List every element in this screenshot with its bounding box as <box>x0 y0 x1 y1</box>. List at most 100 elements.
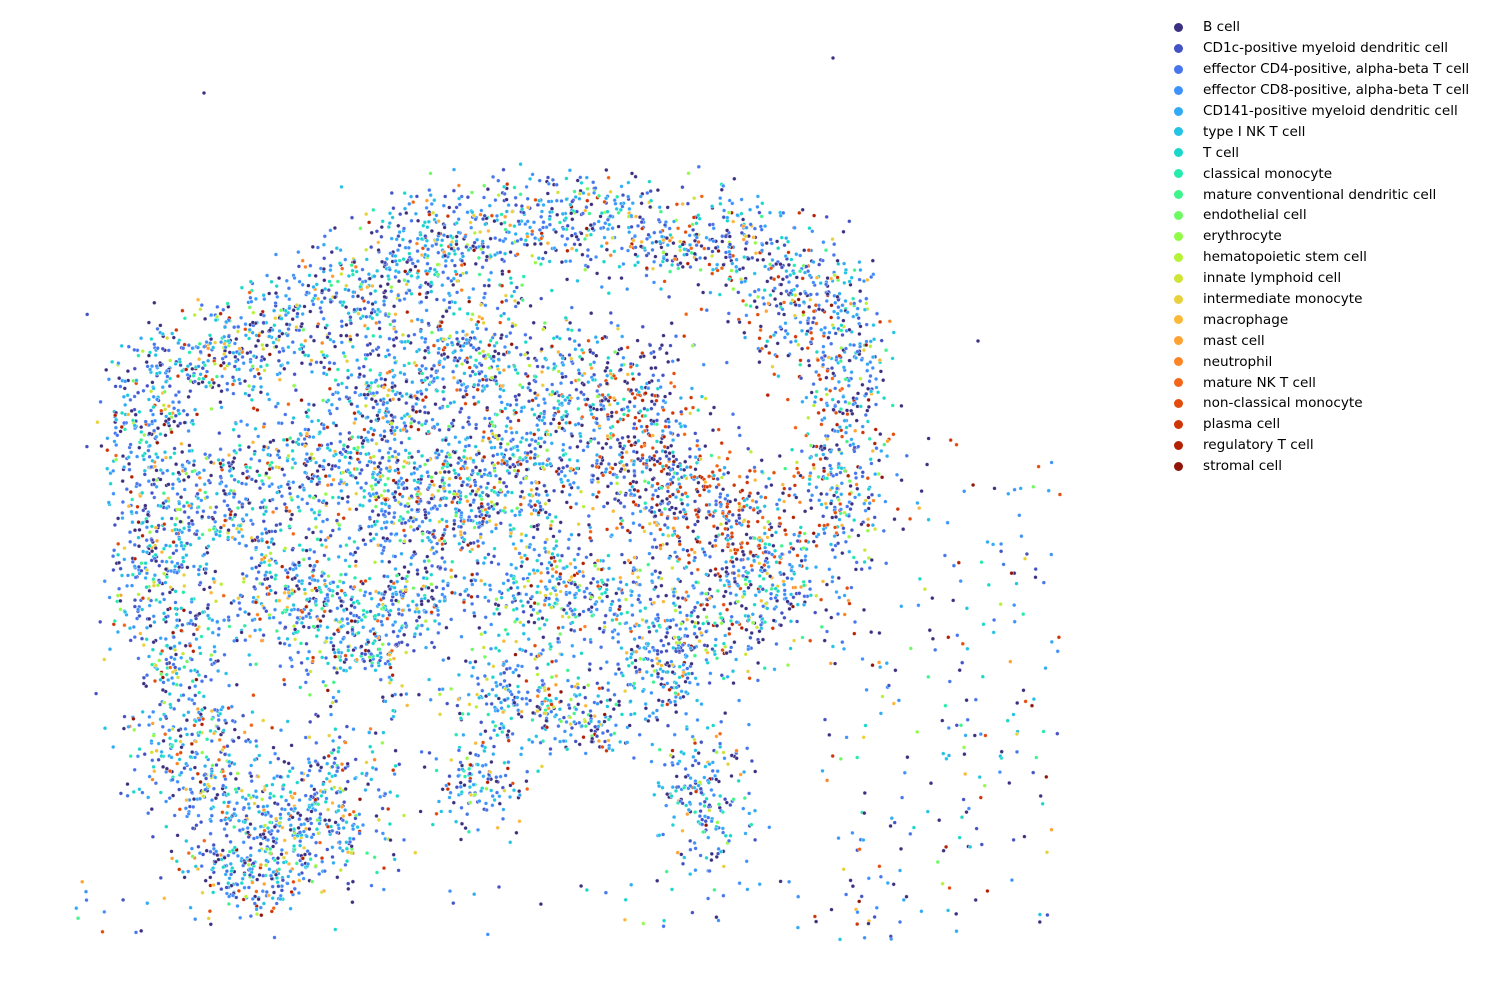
data-point <box>174 543 179 548</box>
data-point <box>608 608 613 613</box>
data-point <box>521 631 526 636</box>
data-point <box>397 518 402 523</box>
data-point <box>407 251 412 256</box>
data-point <box>770 364 775 369</box>
data-point <box>160 559 165 564</box>
data-point <box>808 638 813 643</box>
data-point <box>532 643 538 648</box>
data-point <box>426 247 431 252</box>
data-point <box>412 332 417 337</box>
data-point <box>261 519 266 524</box>
data-point <box>237 377 242 382</box>
data-point <box>762 568 767 573</box>
data-point <box>588 535 593 541</box>
data-point <box>125 583 130 588</box>
data-point <box>237 500 242 505</box>
data-point <box>209 677 214 682</box>
data-point <box>427 188 432 193</box>
data-point <box>270 782 275 787</box>
data-point <box>746 614 751 619</box>
data-point <box>136 592 141 597</box>
data-point <box>643 606 648 611</box>
data-point <box>376 240 381 245</box>
data-point <box>380 219 385 224</box>
data-point <box>345 616 350 622</box>
data-point <box>782 499 787 504</box>
data-point <box>747 468 752 473</box>
data-point <box>300 862 305 867</box>
data-point <box>401 837 407 842</box>
data-point <box>296 264 301 269</box>
data-point <box>236 530 242 535</box>
data-point <box>307 273 312 278</box>
data-point <box>319 309 324 315</box>
data-point <box>628 244 633 249</box>
data-point <box>310 588 315 593</box>
data-point <box>839 466 844 471</box>
data-point <box>573 471 578 476</box>
data-point <box>483 801 489 806</box>
data-point <box>258 364 263 369</box>
data-point <box>769 525 774 530</box>
data-point <box>382 434 387 439</box>
data-point <box>277 377 282 382</box>
data-point <box>508 250 513 255</box>
data-point <box>161 611 167 616</box>
data-point <box>616 639 621 645</box>
data-point <box>200 532 205 537</box>
data-point <box>261 873 266 878</box>
data-point <box>243 739 248 744</box>
data-point <box>304 604 309 609</box>
data-point <box>280 786 286 792</box>
data-point <box>434 297 439 302</box>
data-point <box>339 184 344 189</box>
data-point <box>450 590 455 595</box>
data-point <box>606 566 612 571</box>
data-point <box>735 547 740 553</box>
data-point <box>680 185 685 190</box>
data-point <box>328 263 333 268</box>
data-point <box>693 748 698 753</box>
data-point <box>584 233 589 238</box>
data-point <box>184 471 189 476</box>
data-point <box>190 826 195 831</box>
data-point <box>727 631 732 636</box>
data-point <box>720 531 725 537</box>
data-point <box>646 386 651 391</box>
data-point <box>489 701 494 706</box>
data-point <box>362 374 367 379</box>
data-point <box>659 676 664 681</box>
data-point <box>787 493 792 498</box>
data-point <box>400 612 405 617</box>
data-point <box>472 335 477 340</box>
data-point <box>638 354 643 359</box>
data-point <box>150 758 155 763</box>
data-point <box>146 722 152 728</box>
data-point <box>890 356 895 361</box>
data-point <box>719 673 724 678</box>
data-point <box>535 568 540 573</box>
data-point <box>824 492 829 497</box>
data-point <box>457 541 462 546</box>
data-point <box>695 539 700 544</box>
data-point <box>260 538 265 543</box>
data-point <box>647 551 652 556</box>
data-point <box>721 472 726 477</box>
data-point <box>822 325 828 330</box>
data-point <box>328 411 333 416</box>
data-point <box>701 621 706 626</box>
data-point <box>721 830 726 835</box>
data-point <box>507 456 513 461</box>
data-point <box>529 511 534 516</box>
data-point <box>533 260 538 265</box>
data-point <box>234 895 239 900</box>
data-point <box>786 280 792 285</box>
data-point <box>536 256 541 261</box>
data-point <box>462 531 467 536</box>
data-point <box>678 395 683 401</box>
data-point <box>257 753 262 758</box>
data-point <box>522 584 527 589</box>
data-point <box>503 214 508 219</box>
data-point <box>250 506 255 511</box>
data-point <box>561 484 566 489</box>
